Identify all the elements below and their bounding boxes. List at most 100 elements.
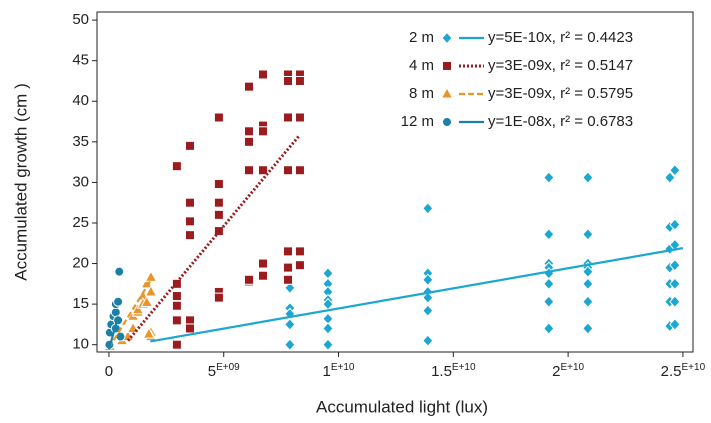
- point: [543, 228, 555, 241]
- point: [283, 274, 294, 285]
- y-tick-label: 35: [72, 133, 89, 150]
- point: [283, 262, 294, 273]
- legend-equation: y=3E-09x, r² = 0.5147: [488, 57, 633, 74]
- y-tick-label: 30: [72, 173, 89, 190]
- point: [322, 338, 334, 351]
- point: [283, 165, 294, 176]
- point: [171, 300, 182, 311]
- point: [213, 197, 224, 208]
- point: [284, 281, 296, 295]
- point: [171, 339, 182, 350]
- legend-marker: [442, 61, 452, 71]
- point: [582, 322, 594, 335]
- x-tick-label: 1.5E+10: [431, 362, 476, 380]
- point: [543, 277, 555, 291]
- x-tick-label: 0: [105, 363, 113, 380]
- point: [582, 277, 594, 291]
- point: [243, 136, 254, 147]
- legend-equation: y=1E-08x, r² = 0.6783: [488, 113, 633, 130]
- point: [543, 322, 555, 335]
- legend-label: 2 m: [409, 29, 434, 46]
- point: [184, 140, 195, 151]
- point: [131, 302, 145, 315]
- trendline: [108, 276, 154, 349]
- legend-equation: y=3E-09x, r² = 0.5795: [488, 85, 633, 102]
- point: [144, 284, 158, 297]
- legend-marker: [440, 86, 454, 99]
- point: [422, 291, 434, 304]
- x-tick-label: 2E+10: [552, 362, 584, 380]
- point: [257, 165, 268, 176]
- point: [669, 277, 681, 291]
- point: [664, 171, 676, 184]
- point: [257, 258, 268, 269]
- point: [213, 226, 224, 237]
- point: [243, 165, 254, 176]
- legend-marker: [441, 31, 453, 45]
- point: [283, 246, 294, 257]
- point: [213, 292, 224, 303]
- x-tick-label: 1E+10: [323, 362, 355, 380]
- y-tick-label: 15: [72, 295, 89, 312]
- point: [257, 270, 268, 281]
- point: [243, 274, 254, 285]
- point: [582, 228, 594, 241]
- point: [257, 69, 268, 80]
- point: [213, 112, 224, 123]
- trendline: [126, 134, 301, 342]
- legend-label: 8 m: [409, 85, 434, 102]
- point: [294, 75, 305, 86]
- point: [669, 318, 681, 331]
- point: [171, 161, 182, 172]
- point: [140, 295, 154, 308]
- point: [144, 270, 158, 282]
- point: [115, 331, 126, 342]
- point: [543, 295, 555, 308]
- legend-marker: [442, 117, 452, 127]
- trendline: [107, 316, 120, 350]
- y-tick-label: 10: [72, 336, 89, 353]
- x-tick-label: 5E+09: [208, 362, 240, 380]
- point: [171, 315, 182, 326]
- legend-label: 4 m: [409, 57, 434, 74]
- legend-label: 12 m: [401, 113, 434, 130]
- point: [184, 230, 195, 241]
- point: [322, 267, 334, 280]
- legend-equation: y=5E-10x, r² = 0.4423: [488, 29, 633, 46]
- point: [257, 126, 268, 137]
- point: [184, 197, 195, 208]
- point: [243, 126, 254, 137]
- point: [582, 265, 594, 278]
- point: [213, 209, 224, 220]
- point: [422, 334, 434, 347]
- y-tick-label: 45: [72, 52, 89, 69]
- x-axis-label: Accumulated light (lux): [316, 397, 488, 416]
- point: [669, 295, 681, 308]
- point: [284, 318, 296, 331]
- point: [294, 260, 305, 271]
- point: [422, 304, 434, 317]
- point: [669, 218, 681, 231]
- point: [171, 291, 182, 302]
- y-tick-label: 40: [72, 92, 89, 109]
- point: [294, 165, 305, 176]
- point: [213, 179, 224, 190]
- point: [184, 323, 195, 334]
- point: [669, 163, 681, 177]
- point: [582, 171, 594, 184]
- point: [114, 266, 125, 277]
- point: [422, 273, 434, 287]
- x-tick-label: 2.5E+10: [661, 362, 706, 380]
- point: [543, 171, 555, 184]
- point: [284, 338, 296, 351]
- y-axis-label: Accumulated growth (cm ): [11, 83, 30, 280]
- point: [184, 216, 195, 227]
- point: [113, 296, 124, 307]
- point: [322, 322, 334, 335]
- y-tick-label: 20: [72, 255, 89, 272]
- point: [669, 258, 681, 272]
- point: [294, 112, 305, 123]
- y-tick-label: 50: [72, 11, 89, 28]
- point: [243, 81, 254, 92]
